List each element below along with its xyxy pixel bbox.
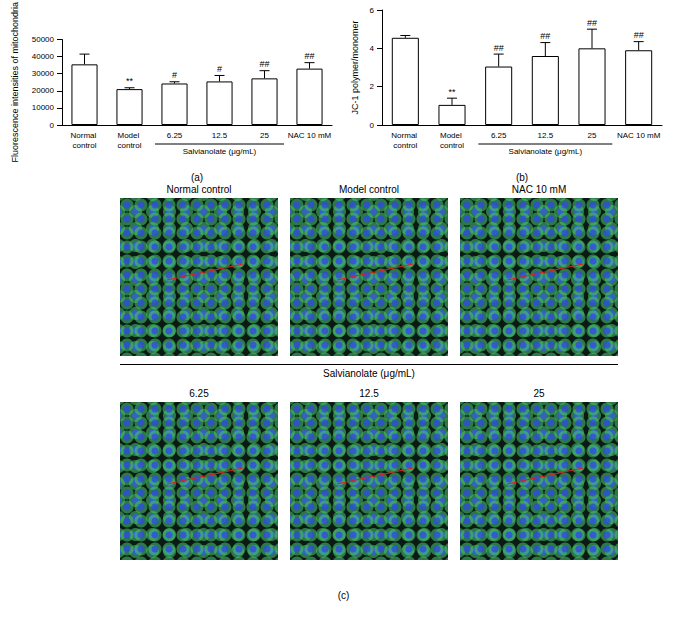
svg-text:##: ## [587,18,597,28]
svg-text:6.25: 6.25 [491,131,507,140]
html-text:6.25: 6.25 [189,388,209,399]
svg-text:control: control [117,141,141,150]
svg-text:25: 25 [260,131,269,140]
svg-text:Salvianolate (μg/mL): Salvianolate (μg/mL) [509,147,583,156]
svg-text:control: control [72,141,96,150]
svg-text:10000: 10000 [32,103,55,112]
svg-text:6.25: 6.25 [167,131,183,140]
html-text:NAC 10 mM: NAC 10 mM [511,184,567,195]
svg-text:#: # [217,64,222,74]
svg-text:12.5: 12.5 [212,131,228,140]
svg-text:Normal: Normal [70,131,98,140]
html-text:Salvianolate (μg/mL): Salvianolate (μg/mL) [323,368,415,379]
svg-text:#: # [172,70,177,80]
svg-text:40000: 40000 [32,52,55,61]
svg-text:Fluorescence intensities of mi: Fluorescence intensities of mitochondria [10,2,20,163]
svg-text:NAC 10 mM: NAC 10 mM [617,131,661,140]
svg-text:25: 25 [588,131,597,140]
svg-text:4: 4 [370,44,375,53]
svg-text:control: control [393,141,417,150]
svg-text:Model: Model [117,131,141,140]
svg-text:(a): (a) [191,172,203,183]
svg-text:20000: 20000 [32,86,55,95]
svg-text:NAC 10 mM: NAC 10 mM [288,131,332,140]
html-text:12.5: 12.5 [359,388,379,399]
svg-text:Model: Model [440,131,464,140]
svg-text:JC-1 polymer/monomer: JC-1 polymer/monomer [350,20,360,114]
svg-text:(b): (b) [516,172,528,183]
svg-text:30000: 30000 [32,69,55,78]
svg-text:control: control [440,141,464,150]
svg-text:##: ## [494,43,504,53]
svg-text:2: 2 [370,82,375,91]
svg-text:**: ** [126,76,134,86]
svg-text:Normal: Normal [391,131,419,140]
svg-text:**: ** [448,87,456,97]
svg-text:6: 6 [370,6,375,15]
svg-text:0: 0 [370,121,375,130]
svg-text:##: ## [259,59,269,69]
svg-text:50000: 50000 [32,35,55,44]
svg-text:##: ## [304,51,314,61]
svg-text:Salvianolate (μg/mL): Salvianolate (μg/mL) [183,147,257,156]
html-text:(c): (c) [337,590,350,601]
html-text:Model control: Model control [339,184,399,195]
svg-text:0: 0 [50,121,55,130]
html-text:Normal control: Normal control [166,184,232,195]
svg-text:##: ## [634,30,644,40]
svg-text:##: ## [540,31,550,41]
svg-text:12.5: 12.5 [538,131,554,140]
html-text:25: 25 [533,388,545,399]
